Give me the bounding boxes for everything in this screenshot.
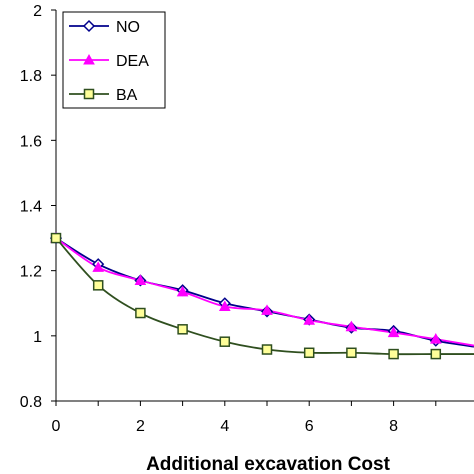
data-point-ba (177, 324, 188, 335)
series-line-dea (55, 237, 474, 347)
data-point-dea (345, 320, 358, 332)
legend-swatch-marker (83, 88, 95, 100)
series-lines (55, 237, 474, 356)
y-tick-label: 1.2 (20, 264, 42, 281)
legend-label: NO (116, 19, 140, 36)
data-point-dea (429, 333, 442, 344)
legend-label: DEA (116, 53, 149, 70)
data-point-dea (92, 261, 105, 272)
y-tick-label: 0.8 (20, 394, 42, 411)
legend-swatch-marker (82, 19, 96, 33)
x-tick-label: 8 (389, 418, 398, 435)
y-tick-label: 1 (33, 329, 42, 346)
y-tick-label: 2 (33, 3, 42, 20)
data-point-dea (387, 326, 400, 338)
y-tick-label: 1.6 (20, 133, 42, 150)
series-line-no (55, 237, 474, 348)
x-tick-label: 4 (220, 418, 229, 435)
data-point-dea (218, 300, 231, 312)
data-point-ba (430, 348, 442, 360)
data-point-ba (92, 280, 104, 291)
data-point-dea (261, 304, 273, 315)
data-point-dea (134, 274, 147, 285)
x-tick-label: 6 (305, 418, 314, 435)
series-line-ba (55, 237, 474, 356)
y-tick-label: 1.8 (20, 68, 42, 85)
data-point-ba (388, 348, 399, 360)
data-point-ba (135, 307, 146, 319)
x-tick-label: 2 (136, 418, 145, 435)
series-markers (49, 232, 442, 360)
data-point-ba (261, 344, 273, 355)
legend-label: BA (116, 87, 138, 104)
data-point-ba (346, 347, 357, 359)
data-point-dea (176, 285, 189, 297)
legend-swatch-marker (83, 53, 95, 65)
x-tick-label: 0 (52, 418, 61, 435)
y-tick-label: 1.4 (20, 199, 42, 216)
data-point-ba (50, 232, 62, 244)
data-point-dea (303, 314, 316, 325)
legend: NO DEA BA (62, 11, 166, 109)
data-point-ba (219, 336, 231, 347)
data-point-ba (303, 347, 315, 359)
axes: 0.8 1 1.2 1.4 1.6 1.8 2 0 2 4 6 8 (20, 3, 474, 435)
x-axis-title: Additional excavation Cost (146, 454, 391, 474)
